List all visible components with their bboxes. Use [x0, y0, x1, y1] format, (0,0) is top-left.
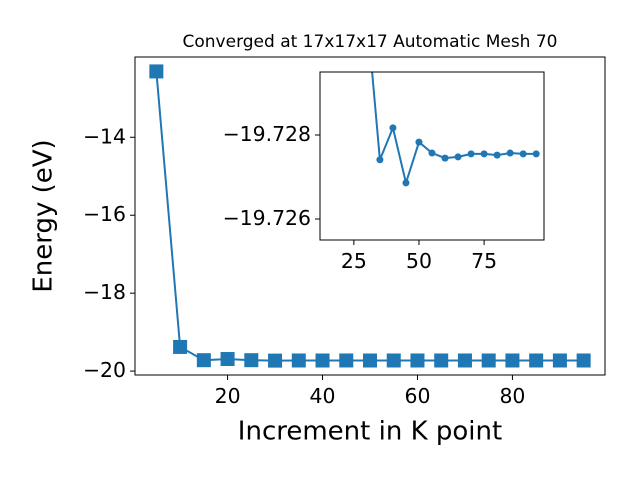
y-tick-label: −18	[83, 280, 126, 304]
marker	[268, 353, 283, 368]
x-tick-label: 20	[215, 384, 241, 408]
x-tick-label: 80	[499, 384, 525, 408]
marker	[441, 154, 449, 162]
marker	[467, 150, 475, 158]
x-tick-label: 75	[471, 249, 497, 273]
marker	[532, 150, 540, 158]
y-tick-label: −14	[83, 124, 126, 148]
y-tick-label: −16	[83, 202, 126, 226]
marker	[493, 151, 501, 159]
y-tick-label: −19.728	[223, 122, 311, 146]
marker	[410, 353, 425, 368]
marker	[402, 179, 410, 187]
y-axis-label: Energy (eV)	[29, 139, 59, 292]
marker	[376, 156, 384, 164]
y-tick-label: −19.726	[223, 206, 311, 230]
marker	[415, 138, 423, 146]
marker	[220, 352, 235, 367]
marker	[315, 353, 330, 368]
plot-content	[149, 64, 591, 368]
marker	[454, 153, 462, 161]
marker	[428, 149, 436, 157]
marker	[389, 124, 397, 132]
x-tick-label: 60	[404, 384, 430, 408]
marker	[576, 353, 591, 368]
marker	[339, 353, 354, 368]
x-tick-label: 25	[341, 249, 367, 273]
marker	[434, 353, 449, 368]
x-axis-label: Increment in K point	[238, 417, 502, 447]
marker	[386, 353, 401, 368]
y-tick-label: −20	[83, 358, 126, 382]
x-tick-label: 50	[406, 249, 432, 273]
marker	[519, 150, 527, 158]
x-tick-label: 40	[310, 384, 336, 408]
marker	[149, 64, 164, 79]
marker	[196, 353, 211, 368]
marker	[505, 353, 520, 368]
marker	[529, 353, 544, 368]
marker	[291, 353, 306, 368]
marker	[363, 353, 377, 368]
axes-frame	[319, 71, 545, 241]
marker	[457, 353, 472, 368]
axes-frame	[134, 56, 606, 376]
chart-title: Converged at 17x17x17 Automatic Mesh 70	[183, 32, 558, 52]
marker	[244, 353, 259, 368]
marker	[506, 149, 514, 157]
marker	[481, 353, 496, 368]
marker	[173, 339, 188, 354]
marker	[480, 150, 488, 158]
plot-content	[371, 72, 540, 187]
marker	[552, 353, 567, 368]
